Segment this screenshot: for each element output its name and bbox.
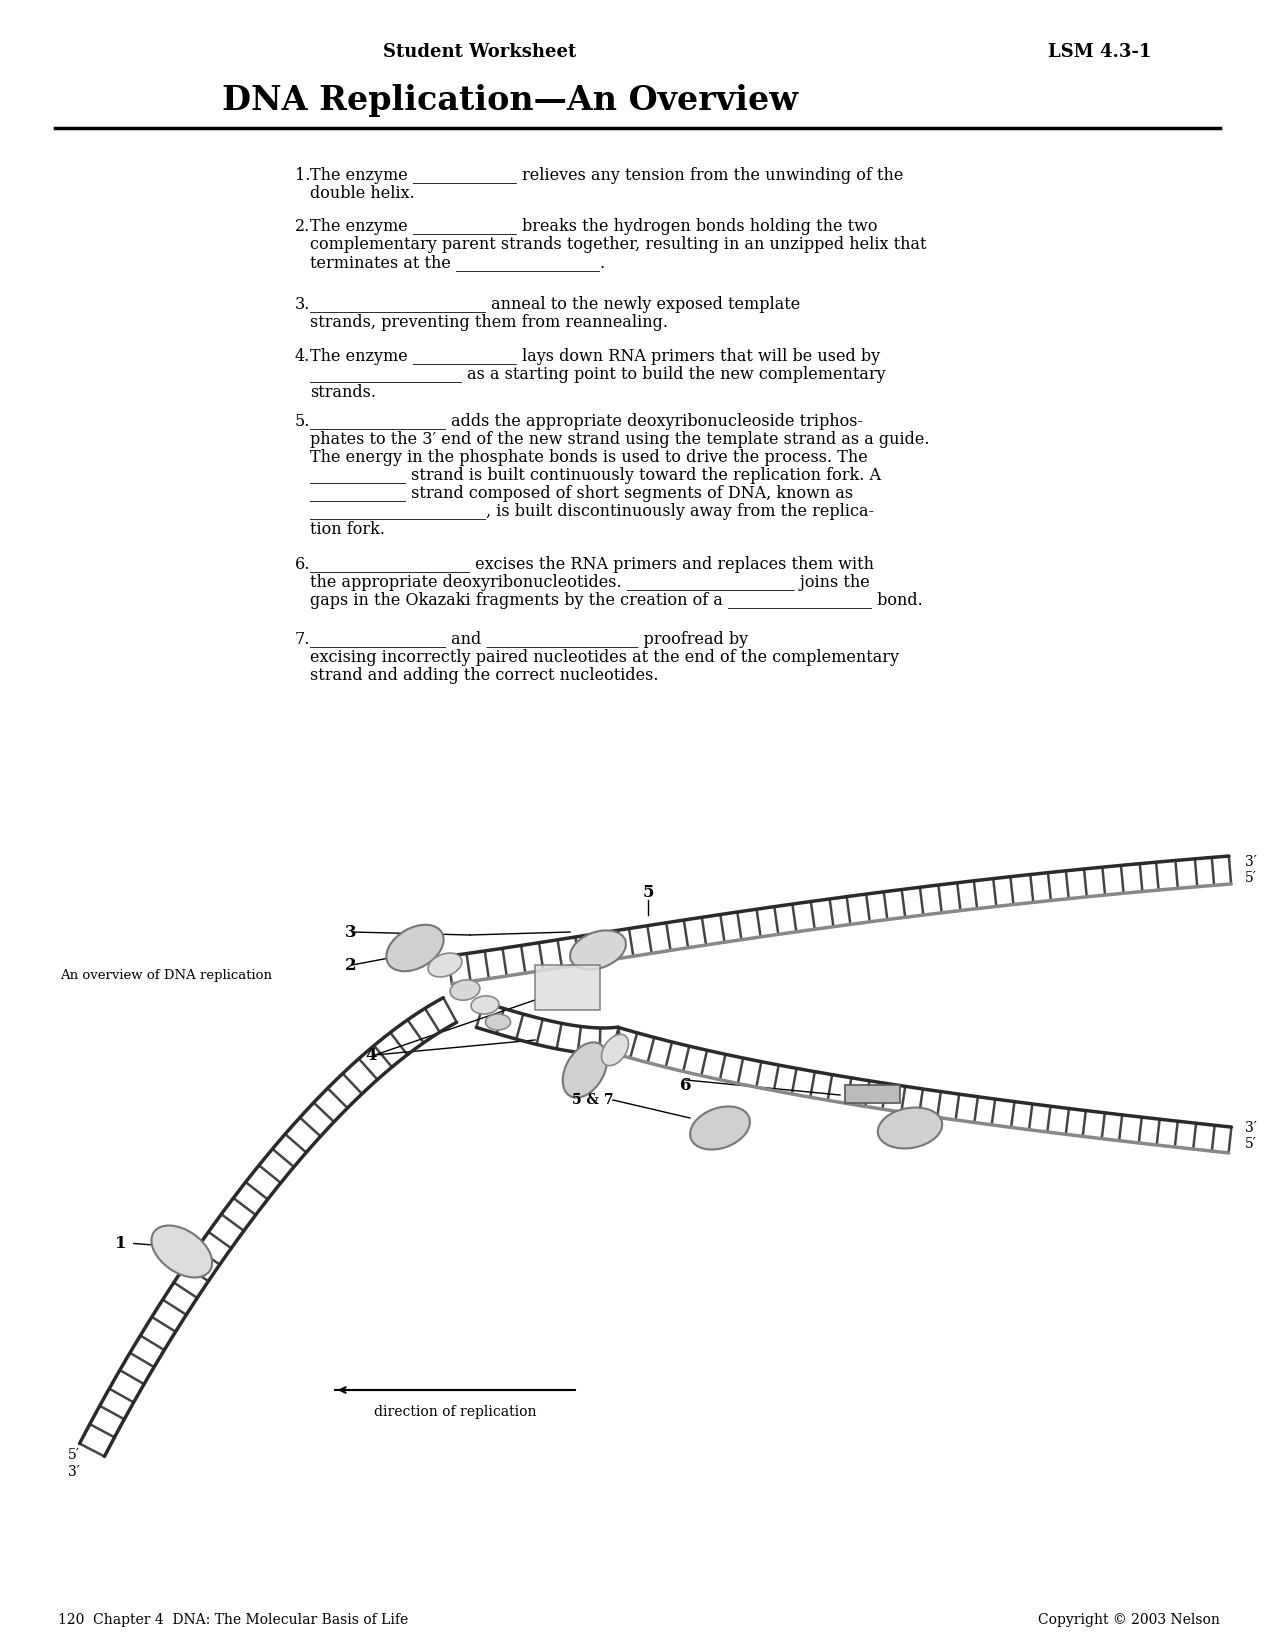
- Text: _________________ and ___________________ proofread by: _________________ and __________________…: [310, 631, 748, 647]
- Text: 6: 6: [681, 1076, 692, 1093]
- Text: Student Worksheet: Student Worksheet: [384, 43, 576, 61]
- Text: ____________ strand composed of short segments of DNA, known as: ____________ strand composed of short se…: [310, 485, 853, 502]
- Text: 3′: 3′: [1244, 855, 1257, 868]
- Ellipse shape: [690, 1106, 750, 1149]
- Text: 5 & 7: 5 & 7: [572, 1093, 613, 1108]
- Text: 2: 2: [346, 956, 357, 974]
- Text: ______________________ anneal to the newly exposed template: ______________________ anneal to the new…: [310, 296, 801, 314]
- Text: 3′: 3′: [1244, 1121, 1257, 1134]
- Text: excising incorrectly paired nucleotides at the end of the complementary: excising incorrectly paired nucleotides …: [310, 649, 899, 665]
- Text: The energy in the phosphate bonds is used to drive the process. The: The energy in the phosphate bonds is use…: [310, 449, 868, 466]
- Text: strands.: strands.: [310, 385, 376, 401]
- Ellipse shape: [562, 1042, 607, 1098]
- Text: direction of replication: direction of replication: [374, 1405, 537, 1418]
- Text: 5′: 5′: [68, 1448, 80, 1463]
- Ellipse shape: [602, 1034, 629, 1065]
- Ellipse shape: [428, 953, 462, 977]
- Text: 5: 5: [643, 883, 654, 900]
- Text: The enzyme _____________ breaks the hydrogen bonds holding the two: The enzyme _____________ breaks the hydr…: [310, 218, 877, 234]
- Text: the appropriate deoxyribonucleotides. _____________________ joins the: the appropriate deoxyribonucleotides. __…: [310, 575, 870, 591]
- Text: 7.: 7.: [295, 631, 310, 647]
- Text: 2.: 2.: [295, 218, 310, 234]
- Text: tion fork.: tion fork.: [310, 522, 385, 538]
- Text: double helix.: double helix.: [310, 185, 414, 201]
- Text: ___________________ as a starting point to build the new complementary: ___________________ as a starting point …: [310, 367, 886, 383]
- Text: strand and adding the correct nucleotides.: strand and adding the correct nucleotide…: [310, 667, 658, 684]
- Text: The enzyme _____________ relieves any tension from the unwinding of the: The enzyme _____________ relieves any te…: [310, 167, 904, 183]
- Text: strands, preventing them from reannealing.: strands, preventing them from reannealin…: [310, 314, 668, 330]
- Text: An overview of DNA replication: An overview of DNA replication: [60, 969, 272, 981]
- Bar: [845, 1085, 900, 1103]
- Text: 1.: 1.: [295, 167, 310, 183]
- Text: ____________________ excises the RNA primers and replaces them with: ____________________ excises the RNA pri…: [310, 556, 873, 573]
- Text: 3: 3: [346, 923, 357, 941]
- Ellipse shape: [570, 931, 626, 969]
- Text: 4: 4: [365, 1047, 376, 1063]
- Text: Copyright © 2003 Nelson: Copyright © 2003 Nelson: [1038, 1613, 1220, 1626]
- Text: ____________ strand is built continuously toward the replication fork. A: ____________ strand is built continuousl…: [310, 467, 881, 484]
- Text: 3.: 3.: [295, 296, 310, 314]
- Text: The enzyme _____________ lays down RNA primers that will be used by: The enzyme _____________ lays down RNA p…: [310, 348, 880, 365]
- Text: 3′: 3′: [68, 1464, 80, 1479]
- Text: _________________ adds the appropriate deoxyribonucleoside triphos-: _________________ adds the appropriate d…: [310, 413, 863, 429]
- Ellipse shape: [470, 996, 499, 1014]
- Text: 4.: 4.: [295, 348, 310, 365]
- Text: 120  Chapter 4  DNA: The Molecular Basis of Life: 120 Chapter 4 DNA: The Molecular Basis o…: [57, 1613, 408, 1626]
- Ellipse shape: [486, 1014, 510, 1030]
- Text: LSM 4.3-1: LSM 4.3-1: [1048, 43, 1151, 61]
- Text: DNA Replication—An Overview: DNA Replication—An Overview: [222, 84, 798, 117]
- Ellipse shape: [386, 925, 444, 971]
- Text: 5′: 5′: [1244, 1138, 1257, 1151]
- Text: terminates at the __________________.: terminates at the __________________.: [310, 254, 606, 271]
- Text: 5′: 5′: [1244, 872, 1257, 885]
- Text: ______________________, is built discontinuously away from the replica-: ______________________, is built discont…: [310, 504, 873, 520]
- Text: 5.: 5.: [295, 413, 310, 429]
- Bar: [536, 964, 601, 1010]
- Text: complementary parent strands together, resulting in an unzipped helix that: complementary parent strands together, r…: [310, 236, 927, 253]
- Ellipse shape: [450, 979, 479, 1001]
- Text: phates to the 3′ end of the new strand using the template strand as a guide.: phates to the 3′ end of the new strand u…: [310, 431, 929, 447]
- Ellipse shape: [152, 1225, 212, 1278]
- Ellipse shape: [877, 1108, 942, 1149]
- Text: 6.: 6.: [295, 556, 310, 573]
- Text: gaps in the Okazaki fragments by the creation of a __________________ bond.: gaps in the Okazaki fragments by the cre…: [310, 593, 923, 609]
- Text: 1: 1: [115, 1235, 126, 1251]
